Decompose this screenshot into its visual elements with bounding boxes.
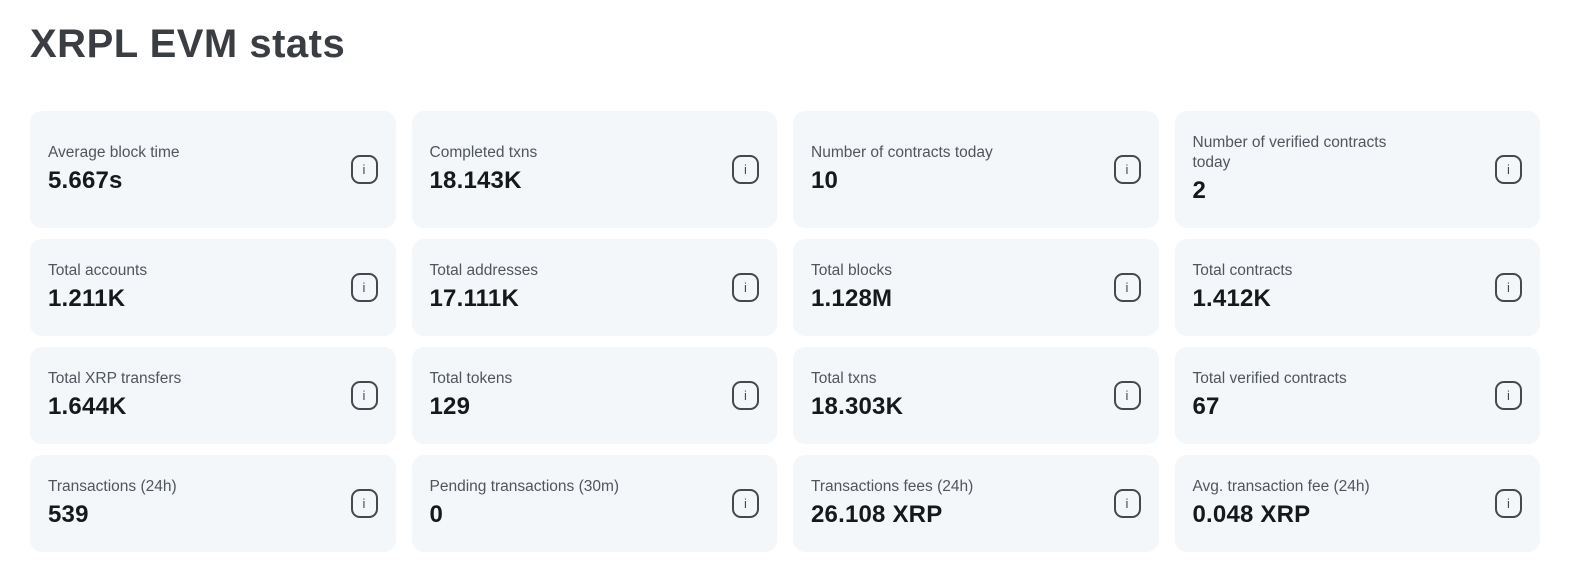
info-glyph: i (1125, 496, 1129, 511)
stat-card-pending-transactions-30m: Pending transactions (30m) 0 i (411, 455, 777, 552)
stat-label: Total XRP transfers (48, 370, 182, 387)
stat-value: 129 (429, 393, 471, 420)
info-icon[interactable]: i (732, 489, 759, 518)
info-glyph: i (362, 162, 366, 177)
info-icon[interactable]: i (1495, 273, 1522, 302)
stat-label: Total verified contracts (1192, 370, 1347, 387)
stat-text: Total accounts 1.211K (48, 261, 351, 314)
stat-card-total-tokens: Total tokens 129 i (411, 347, 777, 444)
info-icon[interactable]: i (350, 155, 378, 184)
stat-card-average-block-time: Average block time 5.667s i (30, 111, 396, 228)
info-icon[interactable]: i (732, 155, 759, 184)
info-glyph: i (1125, 280, 1129, 295)
stat-card-verified-contracts-today: Number of verified contracts today 2 i (1174, 111, 1540, 228)
info-glyph: i (744, 280, 747, 295)
stat-label: Pending transactions (30m) (429, 478, 620, 495)
stat-text: Pending transactions (30m) 0 (430, 477, 733, 530)
info-icon[interactable]: i (1113, 273, 1141, 302)
stat-card-completed-txns: Completed txns 18.143K i (411, 111, 777, 228)
stat-value: 1.128M (811, 285, 893, 312)
stat-card-transactions-24h: Transactions (24h) 539 i (30, 455, 396, 552)
stat-label: Completed txns (429, 144, 538, 161)
info-icon[interactable]: i (350, 489, 378, 518)
info-glyph: i (744, 162, 747, 177)
stat-text: Avg. transaction fee (24h) 0.048 XRP (1193, 477, 1496, 530)
stat-value: 67 (1192, 393, 1220, 420)
stat-value: 5.667s (48, 167, 123, 194)
stat-card-total-addresses: Total addresses 17.111K i (411, 239, 777, 336)
stat-card-total-verified-contracts: Total verified contracts 67 i (1174, 347, 1540, 444)
info-icon[interactable]: i (1495, 489, 1522, 518)
stat-text: Total blocks 1.128M (811, 261, 1114, 314)
info-icon[interactable]: i (1113, 489, 1141, 518)
stat-card-avg-transaction-fee-24h: Avg. transaction fee (24h) 0.048 XRP i (1174, 455, 1540, 552)
info-glyph: i (362, 496, 366, 511)
info-icon[interactable]: i (350, 381, 378, 410)
info-glyph: i (1507, 388, 1510, 403)
stat-value: 1.644K (48, 393, 127, 420)
info-glyph: i (744, 388, 747, 403)
stat-label: Total accounts (48, 262, 148, 279)
stat-text: Total addresses 17.111K (430, 261, 733, 314)
page-title: XRPL EVM stats (30, 22, 346, 66)
stat-value: 0 (429, 501, 444, 528)
stat-label: Number of verified contracts today (1192, 134, 1387, 171)
info-glyph: i (362, 280, 366, 295)
stat-label: Total contracts (1192, 262, 1293, 279)
stat-text: Average block time 5.667s (48, 143, 351, 196)
stat-label: Total tokens (429, 370, 513, 387)
stat-value: 539 (48, 501, 89, 528)
stat-value: 1.412K (1192, 285, 1272, 312)
stat-card-total-blocks: Total blocks 1.128M i (793, 239, 1159, 336)
stat-text: Number of contracts today 10 (811, 143, 1114, 196)
stat-card-contracts-today: Number of contracts today 10 i (793, 111, 1159, 228)
stat-card-transactions-fees-24h: Transactions fees (24h) 26.108 XRP i (793, 455, 1159, 552)
stat-label: Number of contracts today (811, 144, 993, 161)
stat-value: 10 (811, 167, 839, 194)
stat-label: Average block time (48, 144, 180, 161)
stat-text: Total tokens 129 (430, 369, 733, 422)
stat-value: 17.111K (429, 285, 519, 312)
info-glyph: i (1507, 496, 1510, 511)
stat-label: Avg. transaction fee (24h) (1192, 478, 1370, 495)
stats-grid: Average block time 5.667s i Completed tx… (30, 111, 1540, 552)
stat-text: Completed txns 18.143K (430, 143, 733, 196)
stat-text: Number of verified contracts today 2 (1193, 133, 1496, 206)
info-glyph: i (1507, 280, 1510, 295)
info-glyph: i (1125, 162, 1129, 177)
info-icon[interactable]: i (1113, 381, 1141, 410)
stat-label: Total txns (811, 370, 877, 387)
stat-value: 26.108 XRP (811, 501, 943, 528)
stat-value: 18.143K (429, 167, 522, 194)
stat-text: Total txns 18.303K (811, 369, 1114, 422)
stat-value: 0.048 XRP (1192, 501, 1311, 528)
stat-label: Total addresses (429, 262, 539, 279)
stat-text: Transactions fees (24h) 26.108 XRP (811, 477, 1114, 530)
stat-text: Transactions (24h) 539 (48, 477, 351, 530)
info-icon[interactable]: i (1495, 155, 1522, 184)
stat-card-total-txns: Total txns 18.303K i (793, 347, 1159, 444)
stat-value: 2 (1192, 177, 1207, 204)
stat-value: 18.303K (811, 393, 904, 420)
info-icon[interactable]: i (732, 273, 759, 302)
stat-label: Total blocks (811, 262, 892, 279)
info-glyph: i (744, 496, 747, 511)
stat-text: Total contracts 1.412K (1193, 261, 1496, 314)
stat-card-total-accounts: Total accounts 1.211K i (30, 239, 396, 336)
stat-text: Total verified contracts 67 (1193, 369, 1496, 422)
stat-text: Total XRP transfers 1.644K (48, 369, 351, 422)
info-icon[interactable]: i (350, 273, 378, 302)
info-glyph: i (1125, 388, 1129, 403)
stat-label: Transactions fees (24h) (811, 478, 974, 495)
info-glyph: i (362, 388, 366, 403)
info-icon[interactable]: i (1495, 381, 1522, 410)
info-icon[interactable]: i (732, 381, 759, 410)
stat-label: Transactions (24h) (48, 478, 177, 495)
stat-card-total-xrp-transfers: Total XRP transfers 1.644K i (30, 347, 396, 444)
info-glyph: i (1507, 162, 1510, 177)
info-icon[interactable]: i (1113, 155, 1141, 184)
stat-card-total-contracts: Total contracts 1.412K i (1174, 239, 1540, 336)
stat-value: 1.211K (48, 285, 126, 312)
